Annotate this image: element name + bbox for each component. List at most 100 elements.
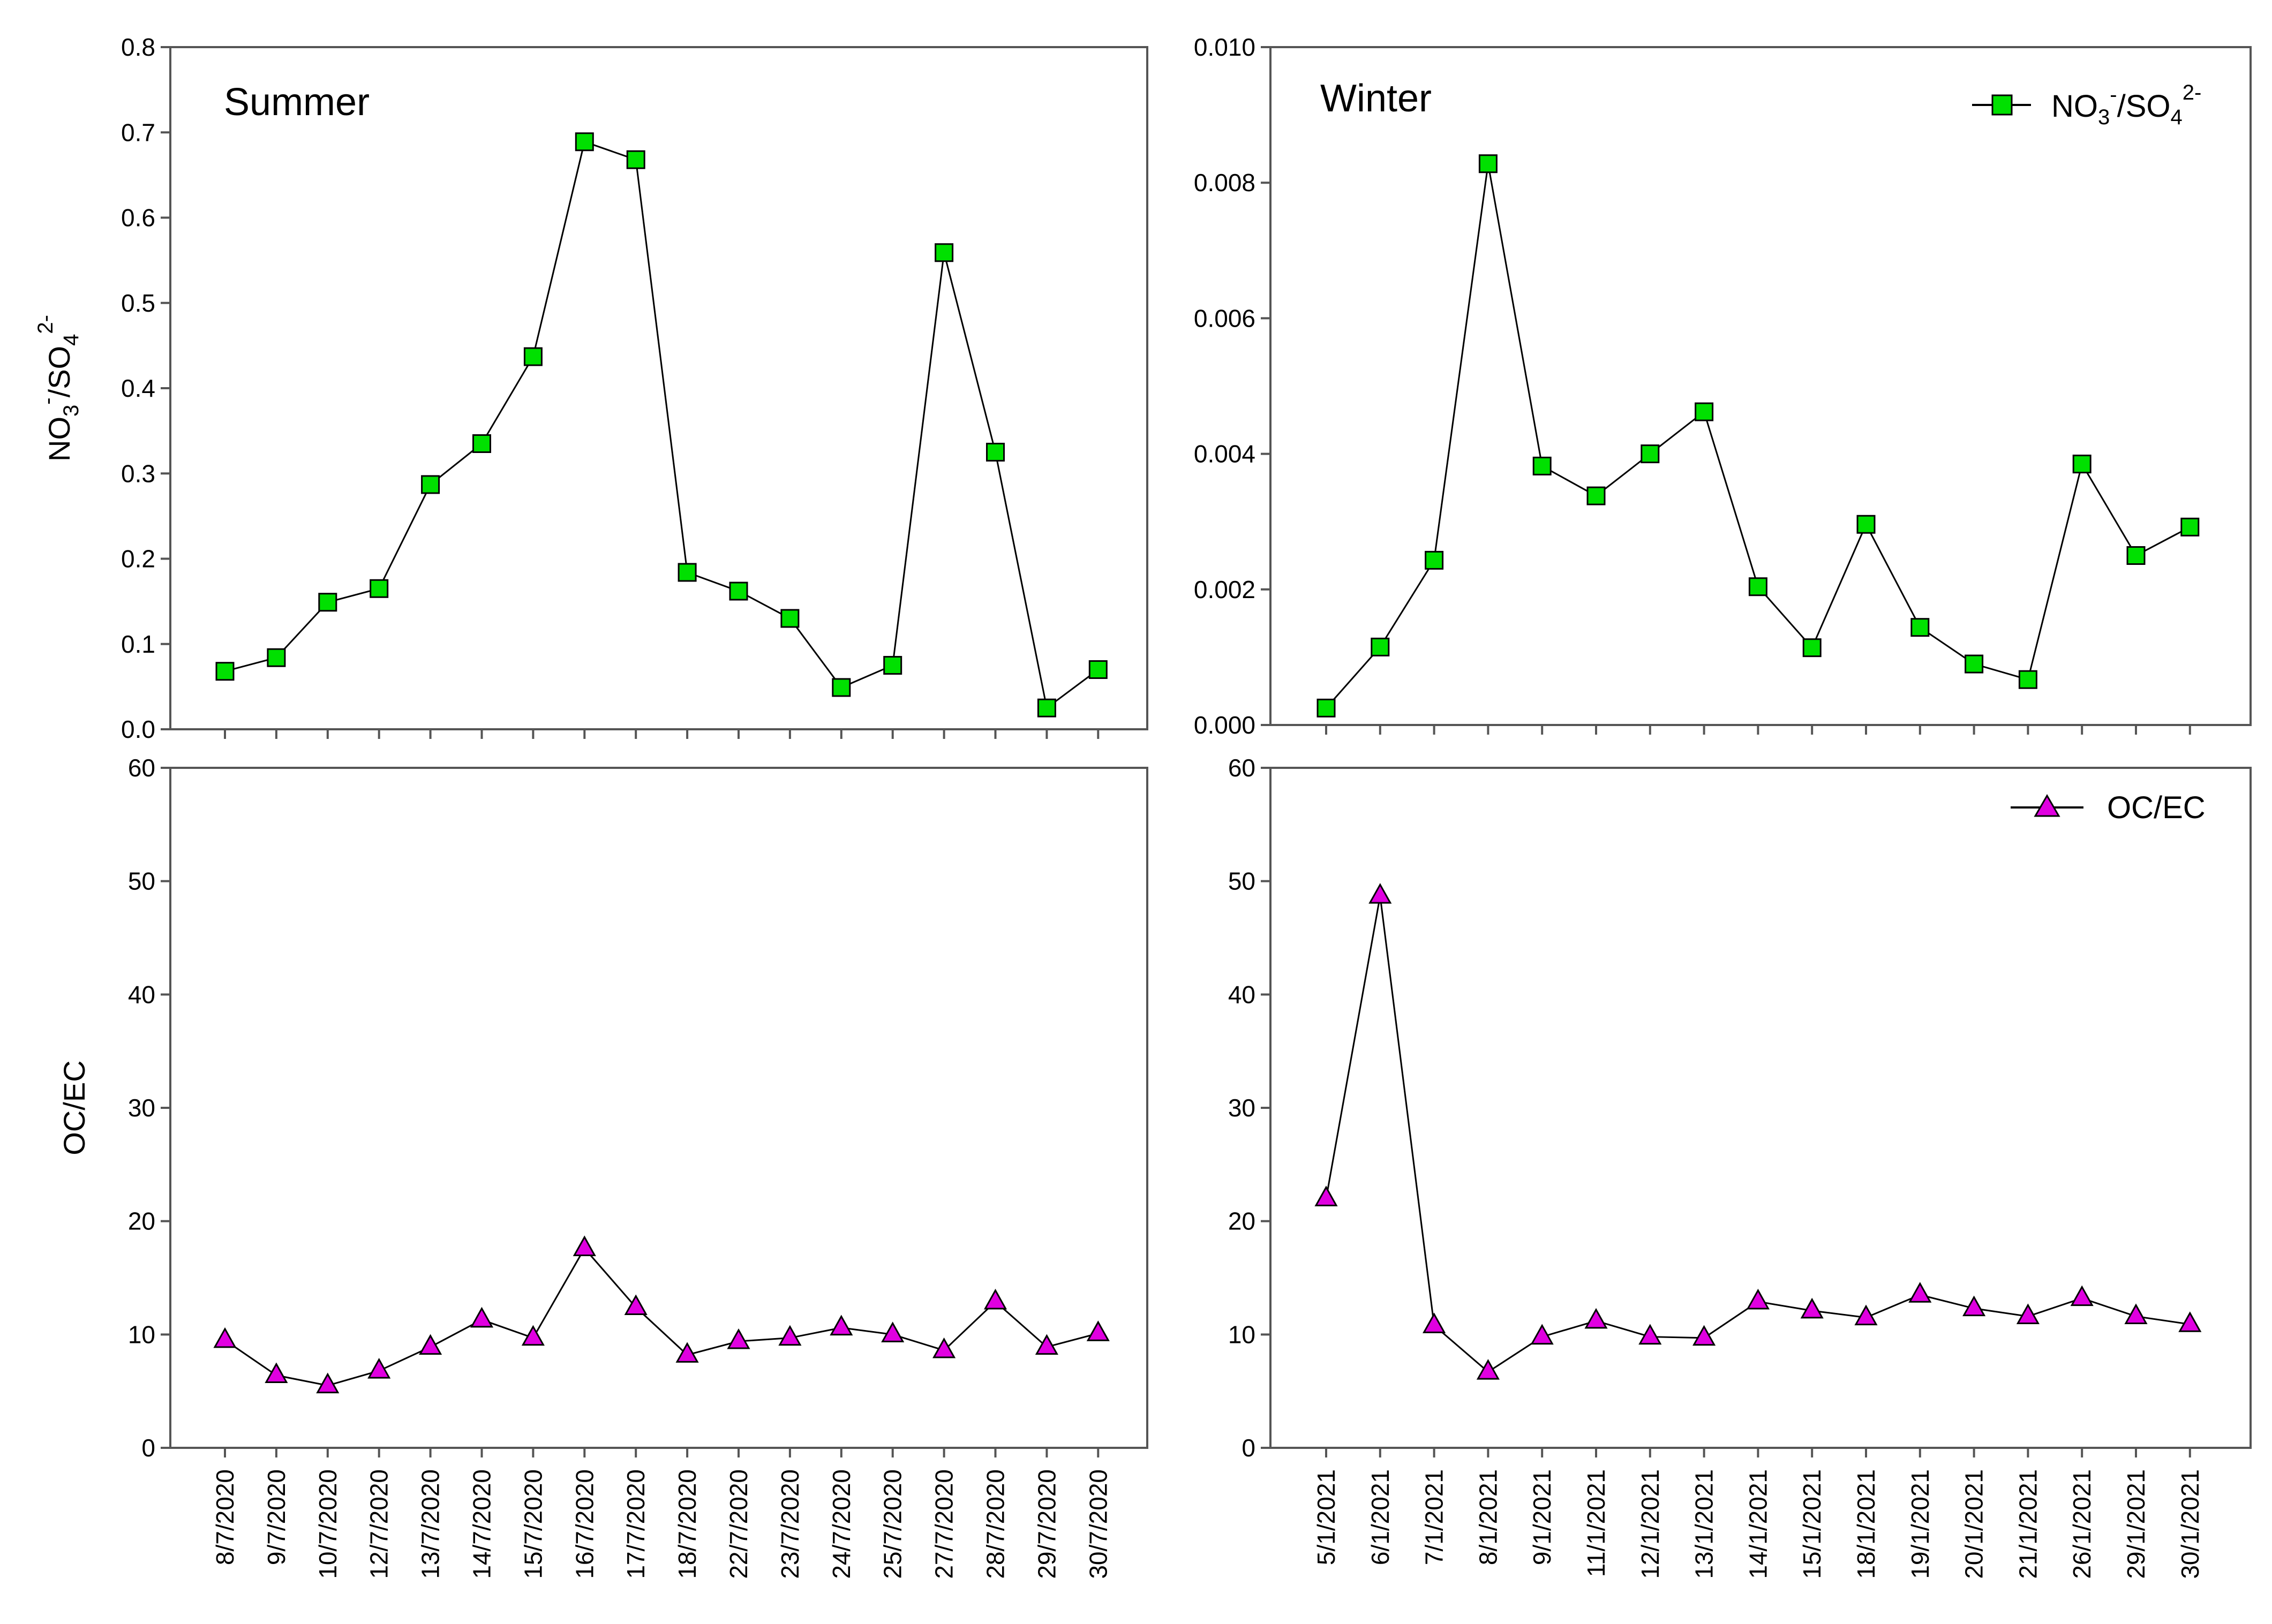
top-right-y-tick-label: 0.010 bbox=[1194, 33, 1255, 61]
top-left-point bbox=[626, 150, 645, 169]
top-right-point bbox=[1910, 618, 1930, 637]
top-right-series-line bbox=[1325, 163, 2191, 709]
top-left-y-tick-label: 0.2 bbox=[121, 545, 155, 573]
bottom-right-x-tick-label: 13/1/2021 bbox=[1690, 1469, 1718, 1579]
bottom-left-point bbox=[1086, 1320, 1110, 1341]
bottom-left-series-line bbox=[224, 1247, 1099, 1387]
bottom-right-y-tick-label: 30 bbox=[1228, 1094, 1255, 1122]
bottom-left-x-tick-label: 9/7/2020 bbox=[262, 1469, 290, 1565]
top-right-point bbox=[1965, 654, 1984, 674]
top-left-point bbox=[523, 347, 543, 366]
bottom-right-x-tick-label: 21/1/2021 bbox=[2014, 1469, 2042, 1579]
bottom-right-x-tick-label: 29/1/2021 bbox=[2122, 1469, 2150, 1579]
bottom-right-x-tick-label: 15/1/2021 bbox=[1798, 1469, 1826, 1579]
bottom-left-y-tick-label: 20 bbox=[128, 1207, 155, 1235]
bottom-left-point bbox=[419, 1334, 442, 1355]
legend-label-oc-ec: OC/EC bbox=[2107, 790, 2206, 825]
svg-text:NO3-/SO42-: NO3-/SO42- bbox=[34, 315, 83, 462]
bottom-right-point bbox=[1962, 1295, 1986, 1317]
bottom-right-y-tick-label: 20 bbox=[1228, 1207, 1255, 1235]
bottom-right-point bbox=[1314, 1185, 1338, 1206]
bottom-left-point bbox=[675, 1342, 699, 1363]
bottom-right-point bbox=[1584, 1308, 1608, 1329]
panel-title-winter: Winter bbox=[1320, 77, 1432, 120]
panel-top-right-frame bbox=[1269, 46, 2252, 726]
bottom-left-point bbox=[881, 1321, 905, 1342]
bottom-left-y-tick-label: 50 bbox=[128, 867, 155, 895]
top-right-point bbox=[1695, 402, 1714, 421]
bottom-right-point bbox=[1746, 1288, 1770, 1310]
top-left-point bbox=[729, 581, 748, 601]
top-right-y-tick-label: 0.004 bbox=[1194, 440, 1255, 468]
top-left-point bbox=[575, 132, 594, 152]
legend-marker-square bbox=[1991, 94, 2013, 116]
top-left-y-tick-label: 0.7 bbox=[121, 118, 155, 146]
bottom-left-x-tick-label: 18/7/2020 bbox=[673, 1469, 701, 1579]
bottom-right-y-tick-label: 50 bbox=[1228, 867, 1255, 895]
bottom-left-x-tick-label: 15/7/2020 bbox=[519, 1469, 547, 1579]
top-right-point bbox=[2072, 455, 2092, 474]
bottom-right-y-tick-label: 0 bbox=[1242, 1434, 1255, 1462]
bottom-left-x-tick-label: 30/7/2020 bbox=[1084, 1469, 1112, 1579]
top-left-point bbox=[986, 442, 1005, 462]
bottom-right-x-tick-label: 12/1/2021 bbox=[1636, 1469, 1664, 1579]
bottom-left-point bbox=[521, 1325, 545, 1346]
bottom-left-y-tick-label: 60 bbox=[128, 754, 155, 782]
top-left-y-tick-label: 0.0 bbox=[121, 715, 155, 743]
top-left-point bbox=[370, 579, 389, 598]
bottom-right-x-tick-label: 8/1/2021 bbox=[1474, 1469, 1502, 1565]
bottom-right-point bbox=[1368, 883, 1392, 904]
top-left-y-tick-label: 0.1 bbox=[121, 630, 155, 658]
bottom-left-y-tick-label: 10 bbox=[128, 1320, 155, 1348]
top-right-point bbox=[1371, 637, 1390, 656]
bottom-right-point bbox=[1692, 1325, 1716, 1346]
plot-layer: 0.0 0.1 0.2 0.3 0.4 0.5 0.6 0.7 0.8 0.000 0.002 0.0… bbox=[121, 33, 2204, 1579]
bottom-left-point bbox=[213, 1327, 237, 1348]
top-right-point bbox=[1316, 698, 1336, 717]
top-left-y-tick-label: 0.3 bbox=[121, 459, 155, 487]
bottom-right-x-tick-label: 30/1/2021 bbox=[2176, 1469, 2204, 1579]
bottom-right-point bbox=[2178, 1311, 2202, 1332]
bottom-left-point bbox=[778, 1325, 802, 1346]
bottom-left-x-tick-label: 27/7/2020 bbox=[930, 1469, 958, 1579]
top-right-point bbox=[1425, 550, 1444, 570]
bottom-right-x-tick-label: 7/1/2021 bbox=[1420, 1469, 1448, 1565]
top-right-y-tick-label: 0.006 bbox=[1194, 304, 1255, 332]
top-right-point bbox=[2180, 517, 2200, 537]
bottom-right-x-tick-label: 9/1/2021 bbox=[1528, 1469, 1556, 1565]
bottom-right-x-tick-label: 14/1/2021 bbox=[1744, 1469, 1772, 1579]
bottom-left-x-tick-label: 29/7/2020 bbox=[1033, 1469, 1060, 1579]
bottom-left-x-tick-label: 17/7/2020 bbox=[622, 1469, 650, 1579]
top-left-y-tick-label: 0.5 bbox=[121, 289, 155, 317]
bottom-left-x-tick-label: 14/7/2020 bbox=[468, 1469, 496, 1579]
bottom-left-point bbox=[573, 1235, 596, 1256]
legend-oc-ec: OC/EC bbox=[2011, 790, 2206, 825]
top-right-y-tick-label: 0.002 bbox=[1194, 576, 1255, 603]
bottom-right-point bbox=[1800, 1297, 1824, 1319]
top-left-point bbox=[883, 656, 902, 675]
bottom-right-x-tick-label: 6/1/2021 bbox=[1366, 1469, 1394, 1565]
bottom-right-point bbox=[2070, 1285, 2094, 1306]
bottom-left-y-tick-label: 30 bbox=[128, 1094, 155, 1122]
bottom-left-x-tick-label: 22/7/2020 bbox=[725, 1469, 753, 1579]
bottom-left-point bbox=[316, 1372, 340, 1394]
bottom-left-x-tick-label: 23/7/2020 bbox=[776, 1469, 804, 1579]
top-left-point bbox=[1037, 698, 1056, 717]
top-right-point bbox=[1641, 444, 1660, 464]
top-right-point bbox=[2126, 546, 2146, 565]
panel-title-summer: Summer bbox=[224, 81, 370, 124]
bottom-right-point bbox=[1638, 1324, 1662, 1345]
top-right-point bbox=[1586, 486, 1606, 505]
top-right-point bbox=[1532, 456, 1552, 475]
bottom-right-x-tick-label: 11/1/2021 bbox=[1582, 1469, 1610, 1577]
top-right-point bbox=[1802, 638, 1822, 658]
y-axis-title-oc-ec: OC/EC bbox=[57, 1060, 91, 1155]
bottom-left-x-tick-label: 10/7/2020 bbox=[314, 1469, 342, 1579]
bottom-right-y-tick-label: 40 bbox=[1228, 980, 1255, 1008]
bottom-left-x-tick-label: 24/7/2020 bbox=[827, 1469, 855, 1579]
top-left-y-tick-label: 0.8 bbox=[121, 33, 155, 61]
legend-marker-triangle bbox=[2034, 794, 2060, 817]
bottom-left-point bbox=[367, 1357, 391, 1379]
bottom-left-x-tick-label: 12/7/2020 bbox=[365, 1469, 393, 1579]
